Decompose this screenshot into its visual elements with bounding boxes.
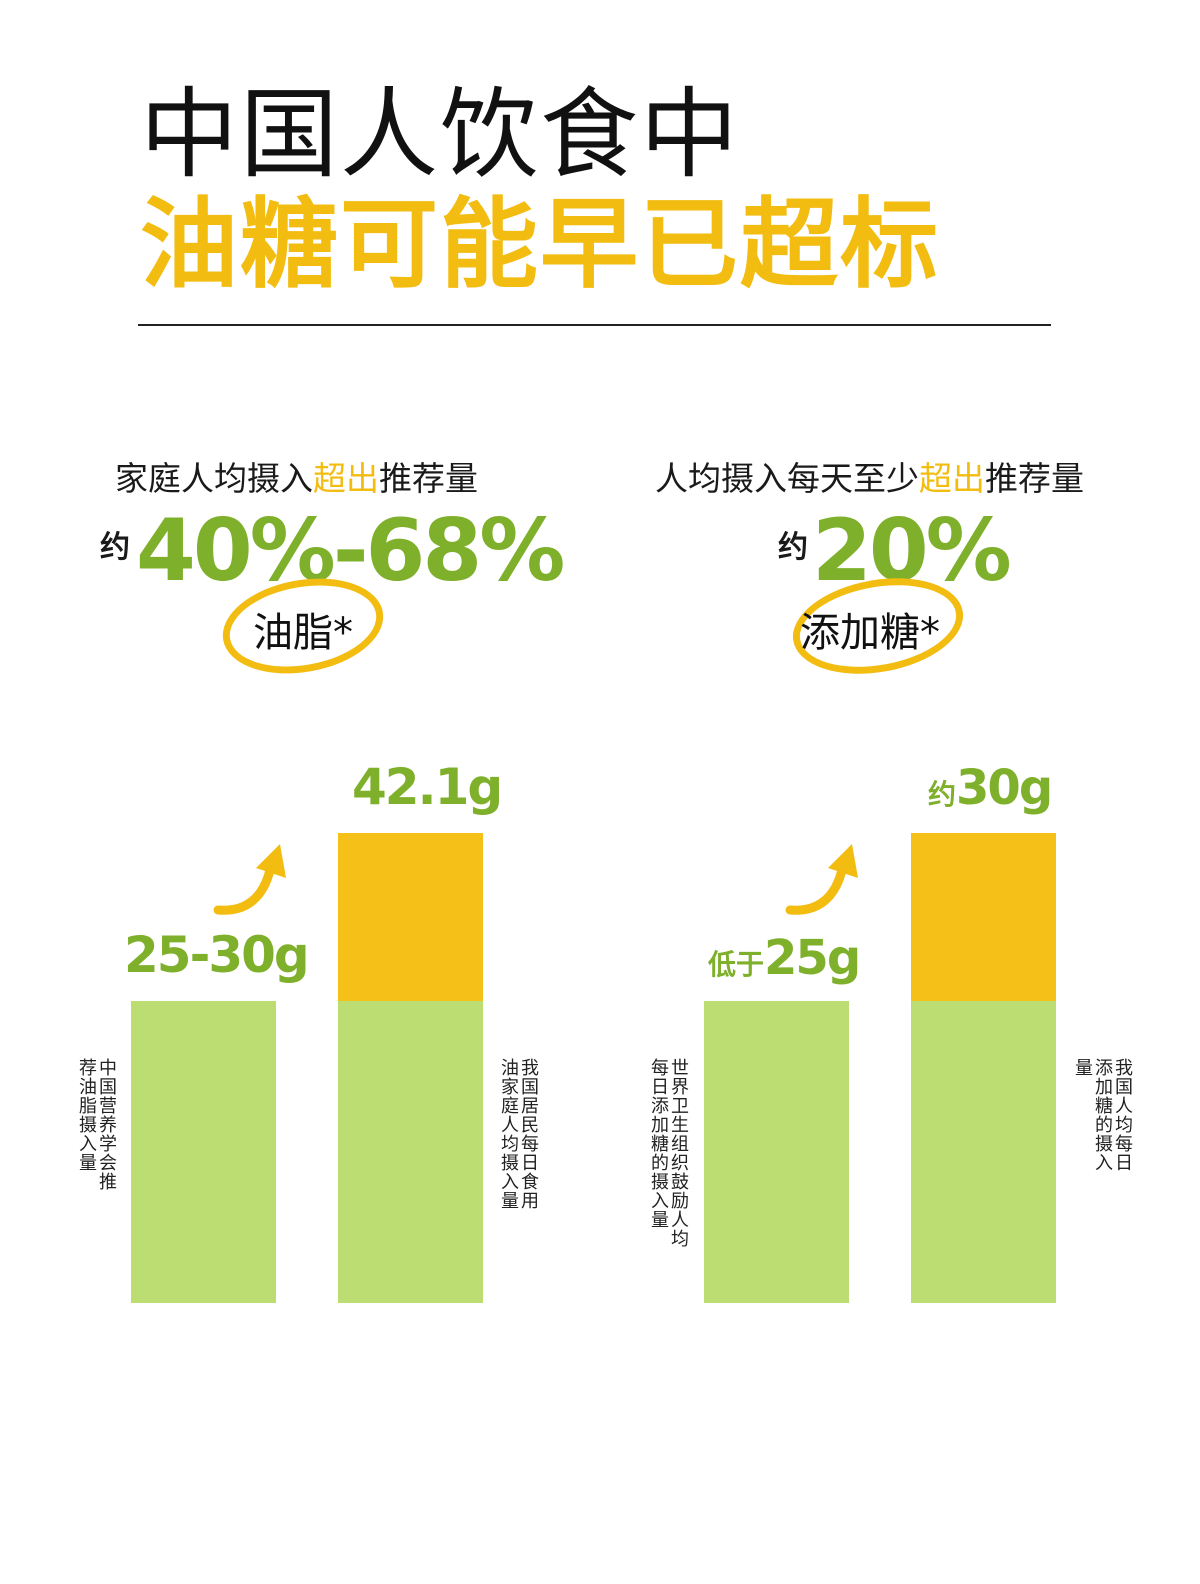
sugar-subtitle: 人均摄入每天至少超出推荐量 [655, 452, 1084, 500]
sugar-bar-actual-excess [911, 833, 1056, 1001]
sugar-value-recommended-prefix: 低于 [708, 948, 765, 981]
sugar-category-recommended: 世界卫生组织鼓励人均每日添加糖的摄入量 [648, 1058, 689, 1248]
oil-approx: 约 [100, 530, 130, 565]
title-line-1: 中国人饮食中 [140, 78, 741, 192]
oil-subtitle-pre: 家庭人均摄入 [115, 459, 313, 498]
sugar-value-actual-number: 30g [956, 760, 1053, 816]
oil-bar-actual-excess [338, 833, 483, 1001]
sugar-up-arrow-icon [785, 844, 858, 915]
title-line-2: 油糖可能早已超标 [140, 188, 941, 302]
sugar-subtitle-post: 推荐量 [985, 459, 1084, 498]
oil-up-arrow-icon [213, 844, 286, 915]
oil-subtitle-highlight: 超出 [313, 459, 379, 498]
sugar-approx: 约 [778, 530, 808, 565]
sugar-subtitle-pre: 人均摄入每天至少 [655, 459, 919, 498]
sugar-subtitle-highlight: 超出 [919, 459, 985, 498]
sugar-percent: 20% [812, 501, 1012, 601]
oil-label: 油脂* [253, 610, 353, 656]
oil-subtitle-post: 推荐量 [379, 459, 478, 498]
oil-bar-actual-base [338, 1001, 483, 1303]
oil-value-actual: 42.1g [352, 758, 503, 816]
title-divider [138, 324, 1051, 326]
sugar-value-recommended-number: 25g [764, 930, 861, 986]
sugar-value-actual-prefix: 约 [928, 778, 957, 811]
oil-percent: 40%-68% [136, 501, 565, 601]
sugar-label: 添加糖* [800, 610, 940, 656]
oil-value-recommended: 25-30g [124, 926, 310, 984]
oil-bar-recommended [131, 1001, 276, 1303]
sugar-bar-actual-base [911, 1001, 1056, 1303]
sugar-category-actual: 我国人均每日添加糖的摄入量 [1072, 1058, 1133, 1172]
sugar-value-recommended: 低于25g [708, 934, 861, 982]
sugar-bar-recommended [704, 1001, 849, 1303]
oil-category-actual: 我国居民每日食用油家庭人均摄入量 [498, 1058, 539, 1210]
sugar-value-actual: 约30g [928, 764, 1053, 812]
oil-category-recommended: 中国营养学会推荐油脂摄入量 [76, 1058, 117, 1191]
oil-subtitle: 家庭人均摄入超出推荐量 [115, 452, 478, 500]
